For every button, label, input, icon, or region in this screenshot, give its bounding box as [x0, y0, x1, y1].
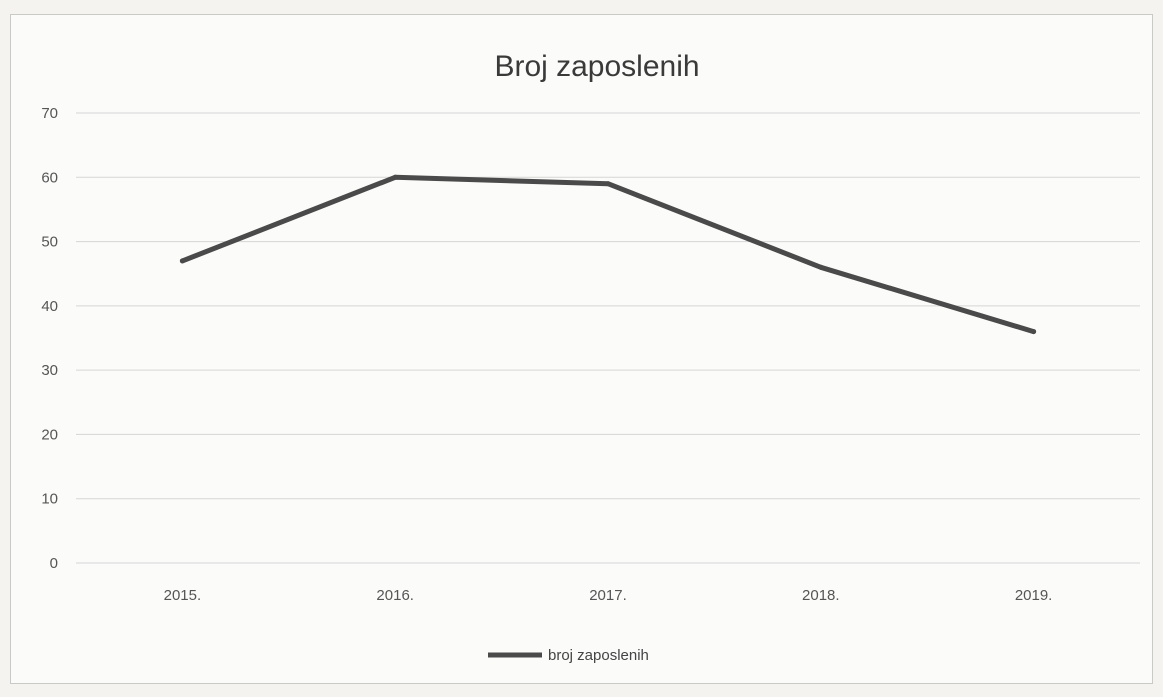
legend: broj zaposlenih: [488, 647, 649, 664]
data-point: [392, 174, 398, 180]
y-tick-label: 60: [41, 169, 58, 186]
x-tick-label: 2018.: [802, 587, 840, 604]
x-tick-label: 2019.: [1015, 587, 1053, 604]
chart-frame: [10, 14, 1153, 684]
y-tick-label: 30: [41, 362, 58, 379]
x-tick-label: 2015.: [164, 587, 202, 604]
data-point: [179, 258, 185, 264]
y-tick-label: 50: [41, 234, 58, 251]
x-tick-label: 2017.: [589, 587, 627, 604]
y-tick-label: 0: [50, 555, 58, 572]
data-point: [1031, 329, 1037, 335]
legend-label: broj zaposlenih: [548, 647, 649, 664]
series-group: [179, 174, 1037, 335]
data-point: [605, 181, 611, 187]
x-tick-label: 2016.: [376, 587, 414, 604]
y-tick-label: 40: [41, 298, 58, 315]
y-tick-label: 10: [41, 491, 58, 508]
gridlines: [76, 112, 1140, 564]
y-axis-ticks: 0 10 20 30 40 50 60 70: [41, 105, 58, 572]
data-point: [818, 264, 824, 270]
chart-title: Broj zaposlenih: [494, 50, 699, 83]
y-tick-label: 20: [41, 426, 58, 443]
y-tick-label: 70: [41, 105, 58, 122]
series-line: [179, 174, 1037, 335]
x-axis-ticks: 2015. 2016. 2017. 2018. 2019.: [164, 587, 1053, 604]
